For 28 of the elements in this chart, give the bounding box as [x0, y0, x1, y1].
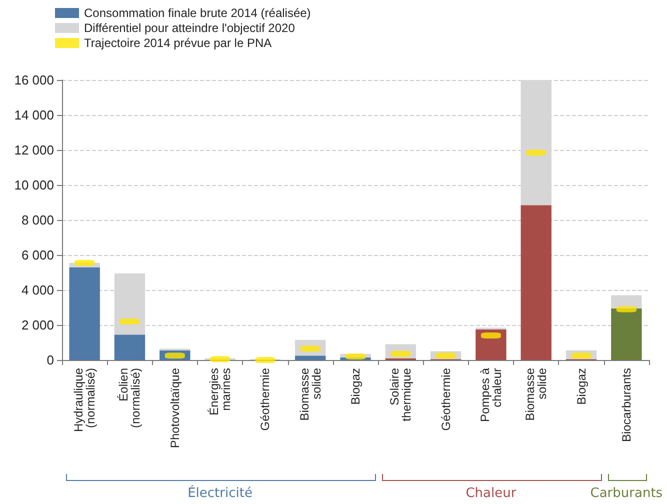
y-tick-label: 0: [46, 352, 54, 368]
y-tick-label: 16 000: [14, 72, 54, 88]
y-tick-label: 8 000: [21, 212, 54, 228]
text: Électricité: [188, 486, 252, 501]
x-tick-label: Biomasse solide: [523, 368, 550, 421]
x-tick-label: Éolien (normalisé): [116, 368, 143, 428]
x-tick-label: Photovoltaïque: [168, 368, 182, 448]
x-tick-label: Géothermie: [258, 368, 272, 431]
x-tick-label: Hydraulique (normalisé): [72, 368, 98, 432]
y-tick-label: 10 000: [14, 178, 54, 192]
legend-label: Différentiel pour atteindre l'objectif 2020: [84, 21, 296, 35]
x-tick-label: Solaire thermique: [388, 368, 414, 422]
legend-label: Consommation finale brute 2014 (réalisée): [84, 6, 311, 20]
y-tick-label: 12 000: [14, 142, 54, 158]
x-tick-label: Pompes à chaleur: [478, 368, 504, 422]
y-tick-label: 2 000: [21, 318, 54, 332]
y-tick-label: 4 000: [21, 282, 54, 298]
legend-label: Trajectoire 2014 prévue par le PNA: [84, 36, 272, 50]
x-tick-label: Géothermie: [438, 368, 453, 431]
x-tick-label: Énergies marines: [207, 368, 234, 416]
x-tick-label: Biomasse solide: [297, 368, 324, 421]
x-tick-label: Biogaz: [348, 368, 362, 405]
y-tick-label: 6 000: [21, 248, 54, 262]
y-tick-label: 14 000: [14, 108, 54, 122]
text: Carburants: [590, 486, 663, 501]
text: Chaleur: [466, 486, 516, 501]
x-tick-label: Biocarburants: [619, 368, 634, 442]
x-tick-label: Biogaz: [574, 368, 588, 405]
